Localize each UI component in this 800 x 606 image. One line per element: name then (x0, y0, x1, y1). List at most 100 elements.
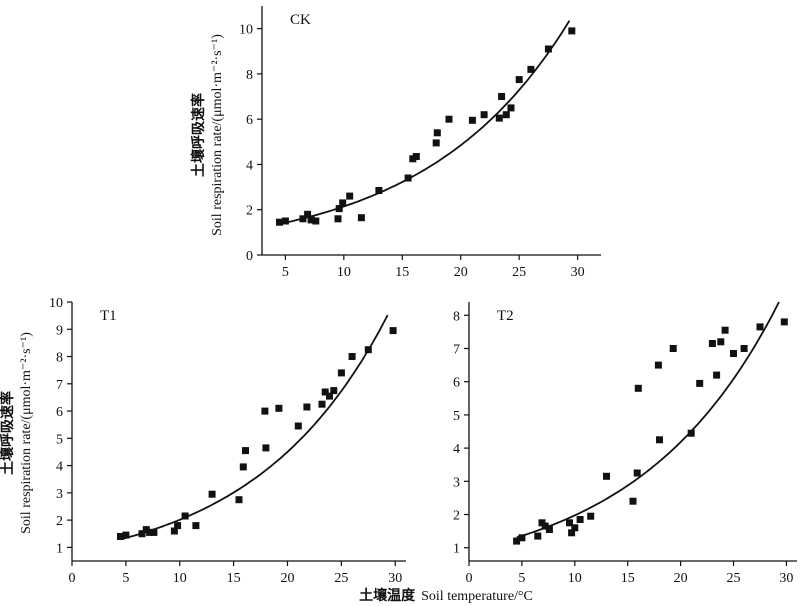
ck-y-tick-label: 8 (246, 68, 253, 83)
t1-data-point (389, 327, 397, 335)
ck-y-tick-label: 6 (246, 113, 253, 128)
t2-data-point (721, 326, 729, 334)
t1-ylabel-cn: 土壤呼吸速率 (0, 391, 16, 475)
t2-data-point (629, 497, 637, 505)
ck-data-point (433, 129, 441, 137)
t2-data-point (780, 318, 788, 326)
xlabel-cn: 土壤温度 (359, 587, 416, 604)
t2-fit-curve (516, 301, 780, 539)
ck-data-point (507, 104, 515, 112)
ck-data-point (502, 111, 510, 119)
t2-data-point (656, 436, 663, 444)
t1-data-point (321, 388, 329, 396)
ck-x-tick-label: 20 (454, 265, 468, 280)
t2-data-point (518, 534, 526, 542)
ck-fit-curve (279, 20, 571, 225)
ck-data-point (568, 27, 576, 35)
t2-data-point (713, 371, 721, 379)
chart-panel-t2: 0 5 10 15 20 25 30 1 2 3 4 5 6 7 8 T2 (453, 301, 797, 586)
t2-data-point (541, 522, 549, 530)
t2-x-tick-label: 30 (779, 571, 793, 586)
t1-y-tick-label: 1 (56, 541, 63, 556)
t2-panel-label: T2 (497, 308, 514, 324)
t1-data-point (181, 512, 189, 520)
ck-data-point (445, 115, 453, 123)
ck-data-point (412, 153, 420, 160)
t1-y-tick-label: 4 (56, 460, 63, 475)
t1-data-point (150, 528, 158, 536)
ck-data-point (357, 214, 365, 222)
t2-y-tick-label: 7 (453, 342, 460, 357)
ck-data-point (480, 111, 488, 119)
t2-data-point (740, 345, 748, 352)
ck-x-tick-label: 10 (337, 265, 351, 280)
t2-x-tick-label: 5 (518, 571, 525, 586)
chart-panel-ck: 5 10 15 20 25 30 0 2 4 6 8 10 CK (239, 6, 601, 280)
ck-data-point (375, 187, 383, 194)
t2-y-tick-label: 5 (453, 409, 460, 424)
t2-x-tick-label: 10 (568, 571, 582, 586)
t2-y-tick-label: 8 (453, 309, 460, 324)
t1-data-point (275, 404, 283, 412)
t1-data-point (261, 407, 269, 415)
t1-data-point (294, 422, 302, 430)
ck-data-point (276, 218, 283, 226)
t2-data-point (634, 384, 642, 392)
t2-y-tick-label: 3 (453, 475, 460, 490)
t2-y-tick-label: 4 (453, 442, 460, 457)
t1-y-tick-label: 9 (56, 323, 63, 338)
t1-x-tick-label: 5 (122, 571, 129, 586)
ck-data-point (312, 217, 320, 225)
t1-data-point (170, 527, 178, 535)
ck-data-point (544, 45, 552, 53)
t1-x-tick-label: 20 (280, 571, 294, 586)
t2-data-point (571, 524, 579, 532)
t2-data-point (696, 379, 704, 387)
ck-data-point (334, 215, 342, 223)
ck-x-tick-label: 5 (282, 265, 289, 280)
t1-data-point (348, 353, 356, 360)
t2-data-point (687, 429, 695, 437)
t1-y-tick-label: 3 (56, 487, 63, 502)
t2-y-tick-label: 1 (453, 542, 460, 557)
t1-x-tick-label: 0 (69, 571, 76, 586)
t2-data-point (708, 340, 716, 347)
ck-data-point (468, 116, 476, 124)
t2-data-point (730, 350, 737, 357)
ck-data-point (307, 216, 315, 224)
t1-data-point (208, 490, 216, 498)
t2-y-tick-label: 2 (453, 509, 460, 524)
t1-data-point (117, 533, 124, 540)
t1-data-point (192, 522, 200, 530)
t2-data-point (587, 512, 595, 520)
ck-data-point (498, 93, 506, 100)
t1-y-tick-label: 8 (56, 351, 63, 366)
t1-data-point (303, 403, 311, 411)
t1-data-point (318, 400, 326, 408)
t2-data-point (717, 338, 725, 346)
t2-data-point (756, 323, 764, 331)
t1-data-point (146, 528, 154, 536)
t1-data-point (239, 463, 247, 471)
t1-fit-curve (120, 314, 389, 541)
ck-y-tick-label: 0 (246, 249, 253, 264)
t2-x-tick-label: 0 (466, 571, 473, 586)
ck-data-point (339, 199, 347, 207)
t1-y-tick-label: 10 (49, 296, 63, 311)
xlabel: 土壤温度 Soil temperature/°C (359, 587, 533, 604)
t1-y-tick-label: 7 (56, 378, 63, 393)
t1-y-tick-label: 6 (56, 405, 63, 420)
t2-data-point (654, 361, 662, 369)
t2-data-point (534, 532, 542, 540)
t1-data-point (326, 392, 333, 400)
t1-y-tick-label: 2 (56, 514, 63, 529)
t2-y-tick-label: 6 (453, 376, 460, 391)
t1-data-point (242, 447, 249, 455)
ck-data-point (304, 210, 312, 218)
ck-data-point (335, 205, 343, 213)
t1-ylabel-en: Soil respiration rate/(μmol·m⁻²·s⁻¹) (19, 332, 34, 534)
t1-x-tick-label: 15 (227, 571, 241, 586)
ck-panel-label: CK (290, 12, 311, 28)
ck-ylabel-en: Soil respiration rate/(μmol·m⁻²·s⁻¹) (210, 34, 225, 236)
